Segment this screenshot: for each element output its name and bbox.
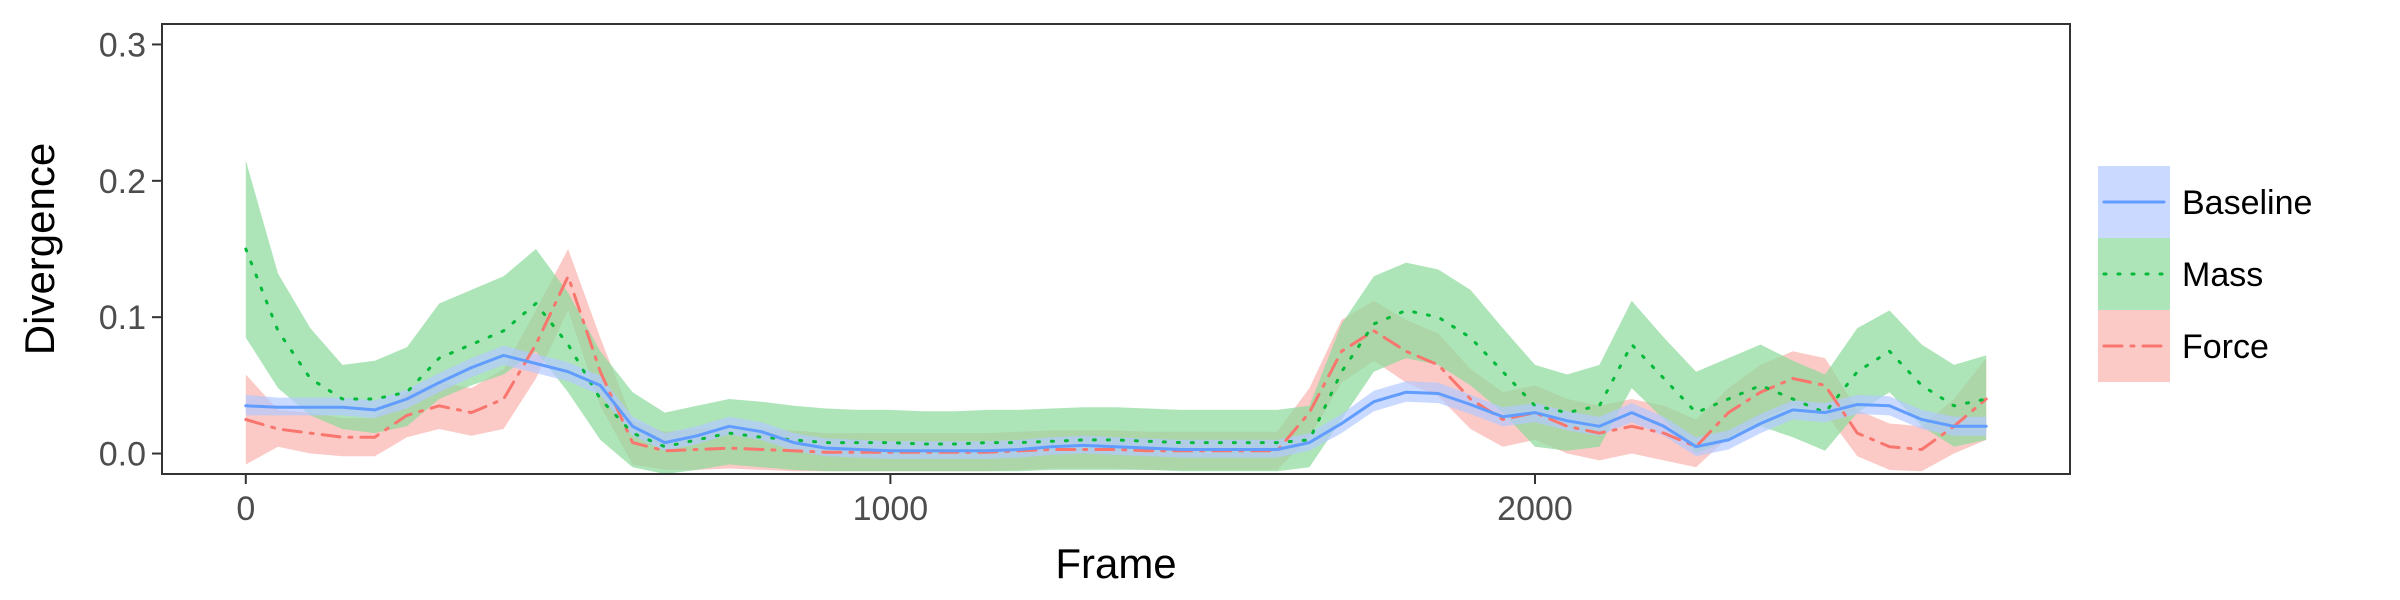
x-axis-ticks: 0 1000 2000	[236, 474, 1573, 528]
x-axis-title: Frame	[1055, 540, 1176, 587]
band-mass	[245, 160, 1987, 474]
band-baseline	[245, 345, 1987, 459]
series-lines	[244, 247, 1988, 454]
confidence-bands	[245, 160, 1987, 474]
y-axis-title: Divergence	[16, 143, 63, 355]
legend-label-mass: Mass	[2182, 256, 2263, 294]
legend-label-force: Force	[2182, 328, 2269, 366]
legend-label-baseline: Baseline	[2182, 184, 2312, 222]
y-tick-label: 0.2	[99, 163, 146, 201]
legend: Baseline Mass Force	[2098, 166, 2312, 382]
x-tick-label: 2000	[1497, 490, 1573, 528]
x-tick-label: 0	[236, 490, 255, 528]
y-axis-ticks: 0.0 0.1 0.2 0.3	[99, 26, 162, 474]
y-tick-label: 0.1	[99, 299, 146, 337]
line-mass	[244, 247, 1988, 449]
y-tick-label: 0.0	[99, 436, 146, 474]
x-tick-label: 1000	[853, 490, 929, 528]
line-baseline	[244, 353, 1988, 453]
y-tick-label: 0.3	[99, 26, 146, 64]
plot-panel-border	[161, 23, 2071, 475]
